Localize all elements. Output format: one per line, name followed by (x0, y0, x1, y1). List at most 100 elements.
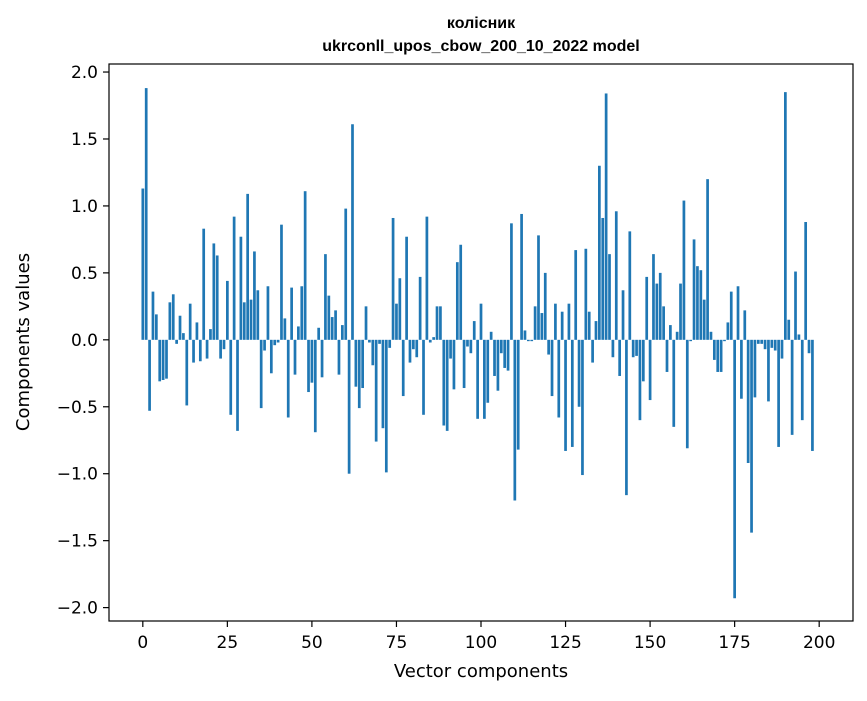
bar-10 (175, 339, 178, 344)
bar-29 (239, 236, 243, 340)
bar-145 (631, 339, 635, 358)
bar-61 (347, 339, 351, 474)
bar-22 (215, 255, 219, 340)
bar-54 (324, 254, 327, 340)
bar-12 (182, 333, 185, 340)
bar-176 (736, 286, 740, 340)
bar-76 (398, 278, 402, 340)
bar-153 (658, 272, 662, 340)
bar-117 (537, 235, 540, 340)
bar-77 (401, 339, 405, 397)
x-tick-label: 75 (386, 633, 408, 653)
bar-197 (807, 339, 811, 354)
x-tick-label: 0 (137, 633, 148, 653)
bar-58 (337, 339, 341, 375)
bar-17 (198, 339, 202, 362)
bar-128 (574, 250, 578, 340)
bar-49 (307, 339, 310, 393)
bar-73 (388, 339, 392, 348)
bar-48 (303, 191, 307, 340)
bar-9 (171, 294, 175, 340)
bar-80 (412, 339, 415, 350)
bar-152 (655, 283, 659, 340)
bar-23 (219, 339, 222, 359)
bar-121 (550, 339, 554, 397)
bar-163 (692, 239, 696, 340)
bar-81 (415, 339, 419, 358)
bar-198 (811, 339, 814, 451)
bar-130 (581, 339, 584, 476)
bar-151 (652, 254, 655, 340)
bar-96 (466, 339, 469, 347)
bar-188 (777, 339, 780, 447)
bar-154 (662, 306, 665, 340)
bar-173 (726, 322, 730, 340)
bar-93 (455, 262, 459, 340)
bar-183 (760, 339, 764, 344)
bar-131 (584, 248, 588, 340)
x-tick-label: 100 (465, 633, 497, 653)
bar-84 (425, 216, 429, 340)
x-tick-label: 125 (549, 633, 581, 653)
bar-38 (269, 339, 273, 374)
bar-135 (598, 165, 601, 340)
bar-46 (297, 326, 300, 340)
bar-104 (493, 339, 496, 376)
bar-64 (357, 339, 361, 409)
bar-143 (625, 339, 628, 496)
bar-25 (226, 280, 229, 340)
y-tick-label: −2.0 (57, 599, 98, 619)
bar-107 (503, 339, 507, 368)
plot-area-frame (108, 63, 854, 622)
bar-181 (753, 339, 757, 398)
bar-147 (638, 339, 642, 421)
x-axis-label: Vector components (394, 661, 568, 682)
bar-8 (168, 302, 172, 340)
bar-119 (543, 272, 547, 340)
bar-187 (773, 339, 777, 351)
bar-134 (594, 321, 598, 340)
bar-186 (770, 339, 774, 348)
y-tick-label: 1.0 (71, 197, 98, 217)
bar-35 (259, 339, 263, 409)
x-tick-label: 25 (217, 633, 239, 653)
bar-3 (151, 291, 155, 340)
bar-65 (361, 339, 364, 389)
x-axis-ticks: 0 25 50 75 100 125 150 175 200 (137, 621, 835, 653)
bar-56 (330, 317, 334, 340)
bar-74 (391, 217, 395, 340)
bar-158 (675, 331, 679, 340)
bars-group (141, 88, 814, 599)
bar-115 (530, 339, 534, 342)
bar-166 (702, 299, 706, 340)
bar-67 (368, 339, 371, 343)
chart-title-line2: ukrconll_upos_cbow_200_10_2022 model (322, 38, 639, 55)
bar-192 (790, 339, 794, 435)
bar-47 (300, 286, 304, 340)
x-tick-label: 200 (803, 633, 835, 653)
bar-18 (202, 228, 206, 340)
bar-170 (716, 339, 720, 372)
bar-39 (273, 339, 277, 346)
bar-69 (374, 339, 378, 442)
bar-142 (621, 290, 625, 340)
bar-141 (618, 339, 622, 376)
bar-85 (428, 339, 432, 343)
bar-45 (293, 339, 297, 375)
bar-102 (486, 339, 490, 403)
bar-179 (746, 339, 750, 463)
bar-43 (286, 339, 290, 418)
bar-6 (161, 339, 165, 380)
bar-127 (570, 339, 574, 447)
bar-20 (209, 329, 212, 340)
bar-144 (628, 231, 632, 340)
y-tick-label: −1.5 (57, 532, 98, 552)
bar-34 (256, 290, 260, 340)
bar-165 (699, 270, 703, 340)
bar-184 (763, 339, 767, 350)
bar-126 (567, 303, 571, 340)
bar-92 (452, 339, 456, 390)
bar-194 (797, 334, 801, 340)
bar-161 (685, 339, 689, 449)
bar-164 (696, 266, 699, 340)
